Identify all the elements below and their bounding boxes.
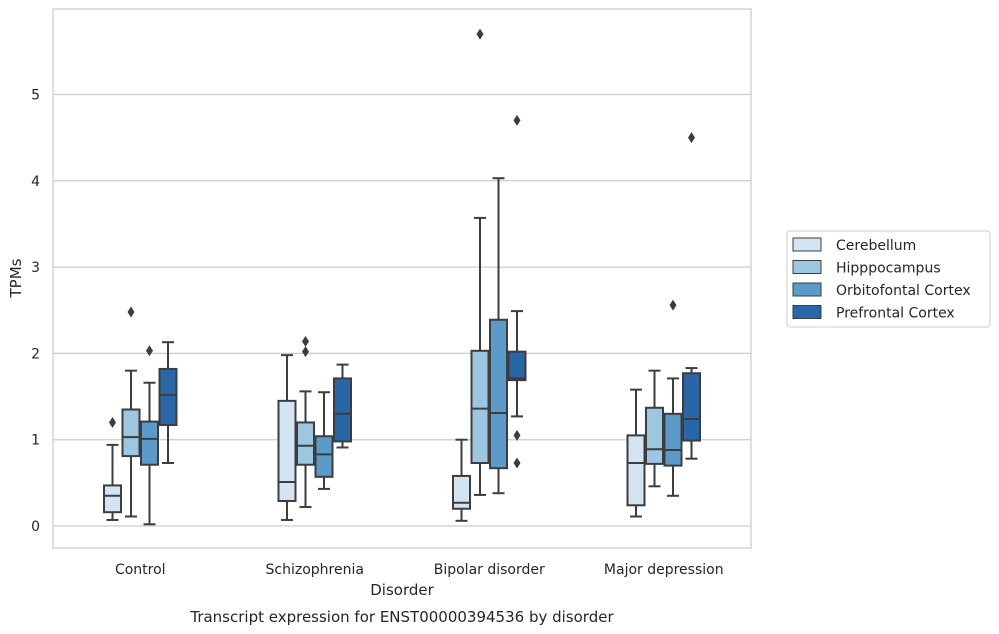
box-body bbox=[103, 484, 122, 514]
box-body bbox=[663, 412, 683, 467]
outlier-point bbox=[302, 346, 309, 358]
legend-frame bbox=[786, 230, 991, 328]
plot-area-frame bbox=[52, 8, 752, 549]
box-body bbox=[489, 318, 508, 470]
box-mark bbox=[121, 306, 141, 518]
box-mark bbox=[682, 132, 701, 460]
y-tick-label: 3 bbox=[31, 260, 40, 276]
x-tick-label: Bipolar disorder bbox=[434, 562, 545, 578]
outlier-point bbox=[302, 335, 309, 347]
y-tick-label: 5 bbox=[31, 88, 40, 104]
box-body bbox=[626, 434, 646, 507]
legend-swatch bbox=[792, 260, 822, 274]
legend-label: Prefrontal Cortex bbox=[836, 306, 955, 322]
y-tick-label: 4 bbox=[31, 174, 40, 190]
box-mark bbox=[507, 114, 527, 469]
legend-label: Orbitofontal Cortex bbox=[836, 283, 971, 299]
outlier-point bbox=[146, 345, 153, 357]
box-mark bbox=[489, 177, 508, 495]
box-body bbox=[682, 372, 701, 442]
y-axis-ticks: 0 1 2 3 4 5 bbox=[31, 88, 40, 536]
legend: Cerebellum Hipppocampus Orbitofontal Corte… bbox=[786, 230, 991, 328]
box-body bbox=[470, 349, 490, 465]
y-tick-label: 1 bbox=[31, 433, 40, 449]
y-axis-label: TPMs bbox=[7, 258, 25, 298]
box-body bbox=[158, 367, 178, 427]
box-mark bbox=[158, 341, 178, 465]
outlier-point bbox=[109, 416, 116, 428]
outlier-point bbox=[688, 132, 695, 144]
x-tick-label: Control bbox=[115, 562, 166, 578]
outlier-point bbox=[127, 306, 135, 318]
x-axis-label: Disorder bbox=[370, 581, 434, 599]
legend-swatch bbox=[792, 237, 822, 252]
box-mark bbox=[470, 28, 490, 496]
chart-caption: Transcript expression for ENST0000039453… bbox=[189, 608, 614, 626]
x-axis-ticks: Control Schizophrenia Bipolar disorder Majo… bbox=[115, 562, 724, 578]
x-tick-label: Schizophrenia bbox=[266, 562, 364, 578]
legend-entry: Orbitofontal Cortex bbox=[792, 282, 971, 299]
legend-swatch bbox=[792, 282, 822, 297]
outlier-point bbox=[513, 429, 521, 441]
box-mark bbox=[452, 438, 471, 522]
outlier-point bbox=[513, 457, 521, 469]
box-body bbox=[452, 474, 471, 510]
box-body bbox=[333, 377, 352, 443]
grid-lines bbox=[53, 93, 751, 527]
outlier-point bbox=[476, 28, 484, 40]
legend-entry: Hipppocampus bbox=[792, 260, 941, 277]
box-body bbox=[121, 408, 141, 458]
box-mark bbox=[314, 391, 334, 490]
box-body bbox=[314, 435, 334, 478]
box-mark bbox=[645, 369, 664, 488]
box-mark bbox=[663, 299, 683, 497]
legend-entries: Cerebellum Hipppocampus Orbitofontal Corte… bbox=[792, 237, 971, 322]
box-mark bbox=[277, 354, 297, 521]
box-body bbox=[507, 350, 527, 382]
box-mark bbox=[626, 388, 646, 518]
box-mark bbox=[103, 416, 122, 521]
box-mark bbox=[140, 345, 159, 526]
box-body bbox=[277, 399, 297, 502]
box-body bbox=[645, 406, 664, 465]
outlier-point bbox=[669, 299, 677, 311]
legend-swatch bbox=[792, 305, 822, 319]
x-tick-label: Major depression bbox=[604, 562, 724, 578]
legend-label: Cerebellum bbox=[836, 238, 916, 254]
y-tick-label: 2 bbox=[31, 346, 40, 362]
outlier-point bbox=[513, 114, 521, 126]
box-mark bbox=[296, 335, 315, 509]
legend-entry: Cerebellum bbox=[792, 237, 916, 254]
legend-entry: Prefrontal Cortex bbox=[792, 305, 955, 322]
box-body bbox=[140, 420, 159, 466]
y-tick-label: 0 bbox=[31, 519, 40, 535]
legend-label: Hipppocampus bbox=[836, 261, 941, 277]
box-plot-series bbox=[103, 28, 701, 526]
box-body bbox=[296, 421, 315, 466]
box-mark bbox=[333, 363, 352, 449]
